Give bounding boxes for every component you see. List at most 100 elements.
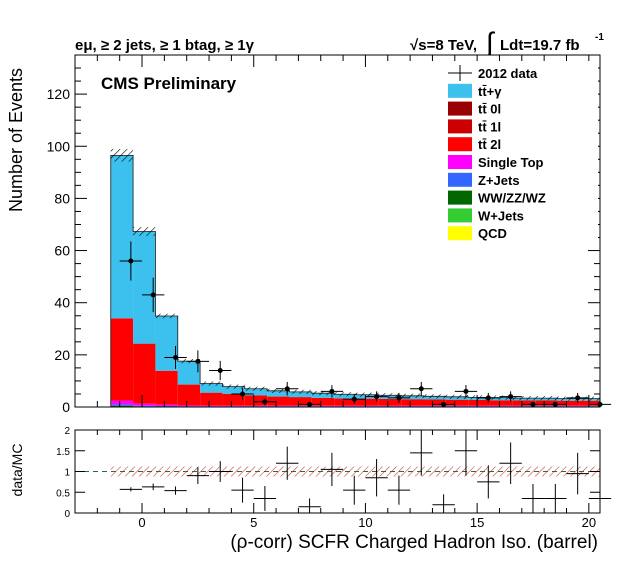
legend-swatch xyxy=(448,226,472,240)
lumi-exponent: -1 xyxy=(595,32,604,43)
lumi-label: Ldt=19.7 fb xyxy=(500,37,580,54)
x-axis-label: (ρ-corr) SCFR Charged Hadron Iso. (barre… xyxy=(230,532,598,553)
bar-segment xyxy=(356,399,378,406)
legend-swatch xyxy=(448,173,472,187)
bar-segment xyxy=(111,155,133,318)
data-point xyxy=(262,399,267,404)
x-tick-label: 10 xyxy=(358,515,372,530)
bar-segment xyxy=(312,406,334,407)
bar-segment xyxy=(133,404,155,406)
legend-label: tt̄+γ xyxy=(478,84,502,99)
bar-segment xyxy=(334,406,356,407)
bar-segment xyxy=(491,406,513,407)
lumi-integral-sign: ∫ xyxy=(484,27,496,58)
mc-uncertainty-band xyxy=(133,227,155,236)
legend-label: Z+Jets xyxy=(478,173,520,188)
data-point xyxy=(352,397,357,402)
bar-segment xyxy=(155,316,177,371)
bar-segment xyxy=(178,385,200,406)
bar-segment xyxy=(379,406,401,407)
ratio-y-axis-label: data/MC xyxy=(9,444,25,497)
data-point xyxy=(285,386,290,391)
data-point xyxy=(307,402,312,407)
y-tick-label: 0 xyxy=(62,399,70,415)
y-tick-label: 60 xyxy=(54,243,70,259)
data-point xyxy=(463,389,468,394)
y-tick-label: 100 xyxy=(47,138,71,154)
bar-segment xyxy=(267,406,289,407)
bar-segment xyxy=(245,406,267,407)
mc-uncertainty-band xyxy=(424,394,446,398)
header: eμ, ≥ 2 jets, ≥ 1 btag, ≥ 1γ √s=8 TeV, ∫… xyxy=(75,27,604,58)
energy-label: √s=8 TeV, xyxy=(410,37,477,54)
x-tick-label: 5 xyxy=(250,515,257,530)
bar-segment xyxy=(446,406,468,407)
ratio-y-tick-label: 0 xyxy=(64,509,70,520)
legend-swatch xyxy=(448,119,472,133)
bar-segment xyxy=(111,318,133,400)
bar-segment xyxy=(491,400,513,405)
y-tick-label: 120 xyxy=(47,86,71,102)
bar-segment xyxy=(356,406,378,407)
data-point xyxy=(329,389,334,394)
bar-segment xyxy=(200,406,222,407)
bar-segment xyxy=(558,406,580,407)
mc-uncertainty-band xyxy=(111,149,133,162)
data-point xyxy=(195,359,200,364)
data-point xyxy=(374,394,379,399)
legend-swatch xyxy=(448,102,472,116)
legend-label: QCD xyxy=(478,226,507,241)
ratio-y-tick-label: 1.5 xyxy=(56,447,70,458)
bar-segment xyxy=(401,406,423,407)
bar-segment xyxy=(155,371,177,405)
legend-label: W+Jets xyxy=(478,208,524,223)
legend-label: tt̄ 1l xyxy=(478,119,501,134)
bar-segment xyxy=(133,232,155,344)
x-tick-label: 0 xyxy=(138,515,145,530)
legend-label: 2012 data xyxy=(478,66,538,81)
bar-segment xyxy=(580,401,600,406)
legend-label: tt̄ 0l xyxy=(478,102,501,117)
data-point xyxy=(173,355,178,360)
mc-uncertainty-band xyxy=(222,385,244,389)
bar-segment xyxy=(178,361,200,384)
bar-segment xyxy=(267,397,289,406)
bar-segment xyxy=(155,405,177,406)
data-point xyxy=(575,395,580,400)
y-tick-label: 80 xyxy=(54,190,70,206)
legend-label: Single Top xyxy=(478,155,544,170)
legend-swatch xyxy=(448,191,472,205)
data-point xyxy=(508,394,513,399)
data-point xyxy=(486,395,491,400)
ratio-y-tick-label: 0.5 xyxy=(56,488,70,499)
ratio-y-tick-label: 2 xyxy=(64,426,70,437)
bar-segment xyxy=(111,400,133,404)
bar-segment xyxy=(111,406,133,407)
data-point xyxy=(128,258,133,263)
bar-segment xyxy=(111,404,133,405)
x-tick-label: 15 xyxy=(470,515,484,530)
data-point xyxy=(553,402,558,407)
ratio-y-tick-label: 1 xyxy=(64,468,70,479)
bar-segment xyxy=(155,406,177,407)
mc-uncertainty-band xyxy=(535,396,557,400)
data-point xyxy=(151,292,156,297)
y-tick-label: 20 xyxy=(54,347,70,363)
data-point xyxy=(218,368,223,373)
bar-segment xyxy=(558,401,580,406)
data-point xyxy=(419,386,424,391)
legend-swatch xyxy=(448,208,472,222)
bar-segment xyxy=(468,400,490,406)
bar-segment xyxy=(401,399,423,406)
data-point xyxy=(441,402,446,407)
mc-uncertainty-band xyxy=(289,390,311,394)
bar-segment xyxy=(133,344,155,404)
main-y-axis-label: Number of Events xyxy=(6,68,26,212)
mc-uncertainty-band xyxy=(446,395,468,399)
data-point xyxy=(396,395,401,400)
bar-segment xyxy=(178,405,200,406)
bar-segment xyxy=(133,406,155,407)
